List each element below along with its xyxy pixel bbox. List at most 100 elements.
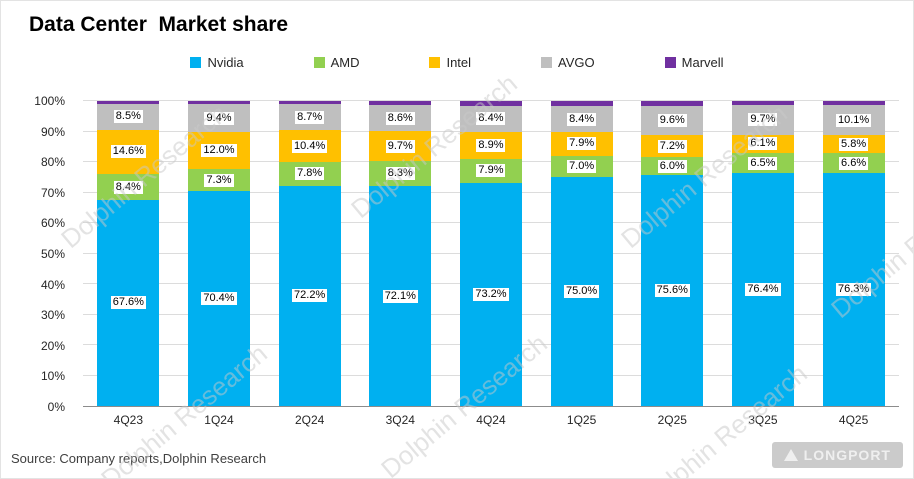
data-label: 8.4% — [476, 112, 506, 126]
y-tick-label: 10% — [40, 369, 65, 384]
segment-nvidia-3q25: 76.4% — [731, 172, 794, 406]
bar-4q25: 76.3% 6.6% 5.8% 10.1% — [822, 101, 885, 406]
legend: Nvidia AMD Intel AVGO Marvell — [1, 55, 913, 70]
data-label: 14.6% — [110, 145, 146, 159]
segment-intel-4q24: 8.9% — [459, 131, 522, 159]
x-tick-label: 4Q23 — [113, 413, 143, 427]
segment-amd-2q24: 7.8% — [278, 162, 341, 186]
segment-nvidia-2q25: 75.6% — [641, 175, 704, 406]
data-label: 9.7% — [748, 113, 778, 127]
data-label: 7.2% — [657, 139, 687, 153]
segment-marvell-3q24 — [369, 101, 432, 105]
data-label: 73.2% — [473, 287, 509, 301]
data-label: 10.1% — [835, 113, 872, 127]
data-label: 8.3% — [385, 166, 415, 180]
x-tick-label: 3Q25 — [748, 413, 778, 427]
segment-avgo-4q25: 10.1% — [822, 104, 885, 136]
data-label: 7.3% — [204, 173, 234, 187]
segment-intel-1q25: 7.9% — [550, 131, 613, 156]
segment-avgo-4q24: 8.4% — [459, 105, 522, 132]
segment-avgo-2q25: 9.6% — [641, 105, 704, 136]
data-label: 9.7% — [385, 139, 415, 153]
data-label: 8.4% — [567, 112, 597, 126]
segment-nvidia-2q24: 72.2% — [278, 185, 341, 406]
bar-1q25: 75.0% 7.0% 7.9% 8.4% — [550, 101, 613, 406]
longport-logo-text: LONGPORT — [803, 447, 891, 463]
data-label: 7.0% — [567, 160, 597, 174]
data-label: 8.7% — [295, 110, 325, 124]
x-tick-label: 3Q24 — [385, 413, 415, 427]
bar-3q24: 72.1% 8.3% 9.7% 8.6% — [369, 101, 432, 406]
segment-nvidia-4q24: 73.2% — [459, 182, 522, 406]
segment-amd-3q24: 8.3% — [369, 160, 432, 187]
legend-swatch — [313, 57, 325, 68]
y-tick-label: 20% — [40, 338, 65, 353]
data-label: 9.6% — [657, 114, 687, 128]
data-label: 8.9% — [476, 138, 506, 152]
segment-intel-4q25: 5.8% — [822, 135, 885, 154]
y-tick-label: 50% — [40, 247, 65, 261]
y-tick-label: 40% — [40, 277, 65, 292]
legend-swatch — [664, 57, 676, 68]
legend-item-avgo: AVGO — [541, 55, 595, 70]
data-label: 76.4% — [745, 282, 781, 296]
legend-swatch — [541, 57, 553, 68]
chart-title: Data Center Market share — [29, 13, 289, 36]
segment-marvell-4q24 — [459, 101, 522, 106]
y-axis: 0% 10% 20% 30% 40% 50% 60% 70% 80% 90% 100% — [13, 94, 75, 414]
gridline — [83, 100, 899, 101]
data-label: 6.6% — [839, 156, 869, 170]
data-label: 10.4% — [292, 139, 328, 153]
segment-intel-1q24: 12.0% — [187, 132, 250, 170]
data-label: 8.5% — [113, 110, 143, 124]
segment-nvidia-1q25: 75.0% — [550, 177, 613, 406]
segment-avgo-1q25: 8.4% — [550, 106, 613, 132]
x-tick-label: 1Q24 — [204, 413, 234, 427]
segment-avgo-3q24: 8.6% — [369, 105, 432, 132]
segment-nvidia-4q25: 76.3% — [822, 173, 885, 406]
segment-avgo-2q24: 8.7% — [278, 103, 341, 131]
segment-intel-2q25: 7.2% — [641, 135, 704, 158]
longport-logo: LONGPORT — [771, 442, 903, 468]
segment-nvidia-3q24: 72.1% — [369, 186, 432, 406]
segment-marvell-2q25 — [641, 101, 704, 106]
plot-area: 67.6% 8.4% 14.6% 8.5% 70.4% 7.3% 12.0% 9.4% 72.2… — [83, 100, 899, 427]
source-note: Source: Company reports,Dolphin Research — [11, 451, 267, 466]
x-axis: 4Q23 1Q24 2Q24 3Q24 4Q24 1Q25 2Q25 3Q25 4Q25 — [83, 406, 899, 427]
segment-amd-3q25: 6.5% — [731, 153, 794, 173]
x-tick-label: 2Q25 — [657, 413, 687, 427]
data-label: 7.8% — [295, 167, 325, 181]
y-tick-label: 100% — [34, 94, 65, 108]
data-label: 9.4% — [204, 111, 234, 125]
y-tick-label: 80% — [40, 155, 65, 170]
segment-intel-4q23: 14.6% — [97, 129, 160, 175]
legend-swatch — [429, 57, 441, 68]
legend-item-intel: Intel — [429, 55, 471, 70]
bar-4q23: 67.6% 8.4% 14.6% 8.5% — [97, 101, 160, 406]
data-label: 8.6% — [385, 111, 415, 125]
y-tick-label: 30% — [40, 308, 65, 323]
segment-intel-3q24: 9.7% — [369, 131, 432, 161]
bar-2q25: 75.6% 6.0% 7.2% 9.6% — [641, 101, 704, 406]
y-tick-label: 60% — [40, 216, 65, 231]
legend-label: Marvell — [681, 55, 724, 70]
y-tick-label: 70% — [40, 185, 65, 200]
bar-1q24: 70.4% 7.3% 12.0% 9.4% — [187, 101, 250, 406]
segment-amd-1q25: 7.0% — [550, 155, 613, 178]
segment-amd-4q25: 6.6% — [822, 153, 885, 174]
legend-item-marvell: Marvell — [664, 55, 724, 70]
segment-nvidia-1q24: 70.4% — [187, 191, 250, 406]
segment-avgo-3q25: 9.7% — [731, 105, 794, 135]
data-label: 75.0% — [564, 285, 600, 299]
chart-area: 0% 10% 20% 30% 40% 50% 60% 70% 80% 90% 100% 67.6% 8… — [13, 94, 903, 427]
legend-label: AMD — [330, 55, 360, 70]
x-tick-label: 4Q25 — [838, 413, 869, 427]
data-label: 7.9% — [476, 164, 506, 178]
segment-nvidia-4q23: 67.6% — [97, 199, 160, 406]
legend-label: Intel — [446, 55, 472, 70]
legend-label: Nvidia — [207, 55, 244, 70]
data-label: 5.8% — [839, 137, 869, 151]
x-tick-label: 2Q24 — [294, 413, 325, 427]
data-label: 75.6% — [654, 284, 690, 298]
y-tick-label: 90% — [40, 124, 65, 139]
